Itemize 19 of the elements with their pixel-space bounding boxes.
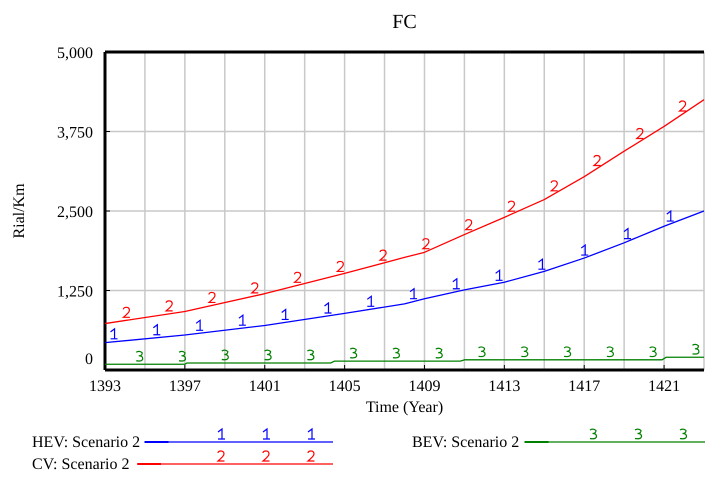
x-tick-label: 1405 (328, 378, 361, 395)
legend-label: CV: Scenario 2 (32, 456, 130, 473)
y-tick-label: 2,500 (57, 204, 93, 221)
y-tick-label: 1,250 (57, 284, 93, 300)
x-tick-label: 1401 (248, 378, 281, 395)
y-axis-title: Rial/Km (11, 182, 28, 239)
x-tick-label: 1413 (488, 378, 520, 395)
x-tick-label: 1397 (168, 378, 201, 395)
y-tick-label: 0 (85, 351, 93, 368)
legend-label: BEV: Scenario 2 (412, 434, 520, 451)
chart-title: FC (392, 11, 417, 33)
legend-label: HEV: Scenario 2 (32, 434, 140, 451)
x-axis-title: Time (Year) (366, 399, 444, 416)
x-tick-label: 1393 (89, 378, 121, 395)
y-tick-label: 5,000 (57, 45, 93, 62)
x-tick-label: 1421 (648, 378, 680, 395)
x-tick-label: 1417 (568, 378, 600, 395)
y-tick-label: 3,750 (57, 124, 93, 142)
x-tick-label: 1409 (408, 378, 440, 395)
